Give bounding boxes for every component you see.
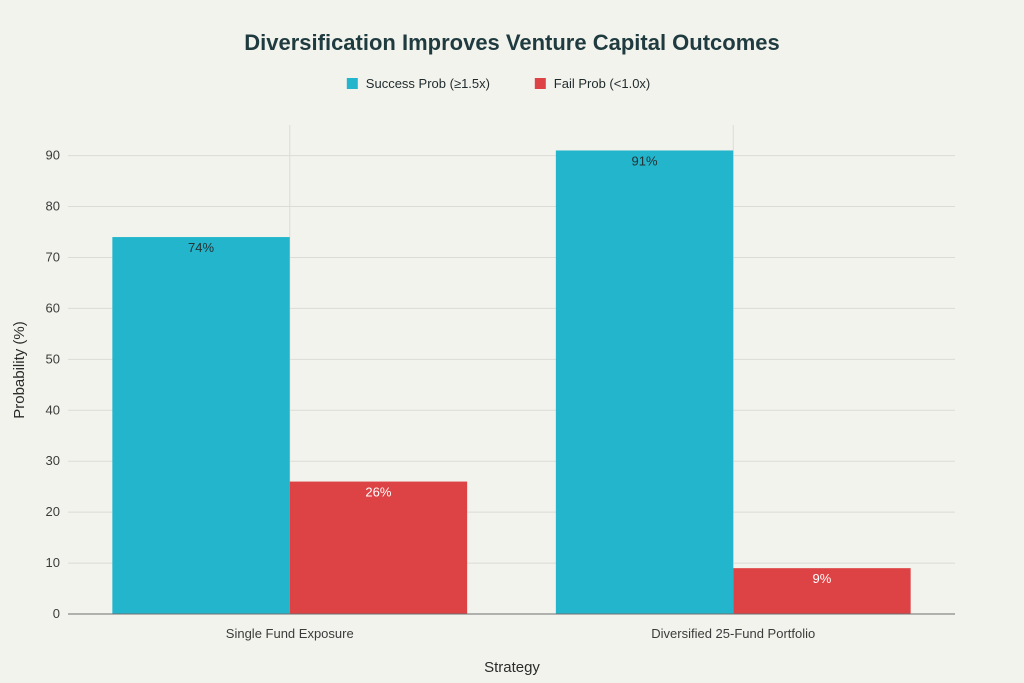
y-tick-label: 30 [46,453,60,468]
x-tick-label: Single Fund Exposure [226,626,354,641]
y-tick-label: 80 [46,199,60,214]
y-tick-label: 20 [46,504,60,519]
chart-title: Diversification Improves Venture Capital… [244,30,780,55]
y-tick-label: 90 [46,148,60,163]
legend: Success Prob (≥1.5x) Fail Prob (<1.0x) [346,76,650,91]
y-tick-label: 60 [46,300,60,315]
y-tick-label: 10 [46,555,60,570]
y-tick-label: 70 [46,249,60,264]
bar [555,150,734,614]
x-tick-label: Diversified 25-Fund Portfolio [651,626,815,641]
y-tick-label: 50 [46,351,60,366]
bar [289,481,468,614]
bars [112,150,911,614]
legend-swatch [534,78,546,89]
data-labels: 74% 26% 91% 9% [188,153,832,586]
legend-swatch [346,78,358,89]
legend-label: Success Prob (≥1.5x) [366,76,490,91]
y-tick-labels: 0 10 20 30 40 50 60 70 80 90 [46,148,60,621]
x-axis-title: Strategy [484,659,540,676]
legend-label: Fail Prob (<1.0x) [554,76,650,91]
y-tick-label: 0 [53,606,60,621]
x-tick-labels: Single Fund Exposure Diversified 25-Fund … [226,626,815,641]
bar [733,568,911,614]
bar [112,237,290,614]
data-label: 91% [632,153,658,168]
data-label: 74% [188,240,214,255]
y-axis-title: Probability (%) [11,321,28,419]
y-tick-label: 40 [46,402,60,417]
data-label: 26% [365,485,391,500]
data-label: 9% [813,571,832,586]
